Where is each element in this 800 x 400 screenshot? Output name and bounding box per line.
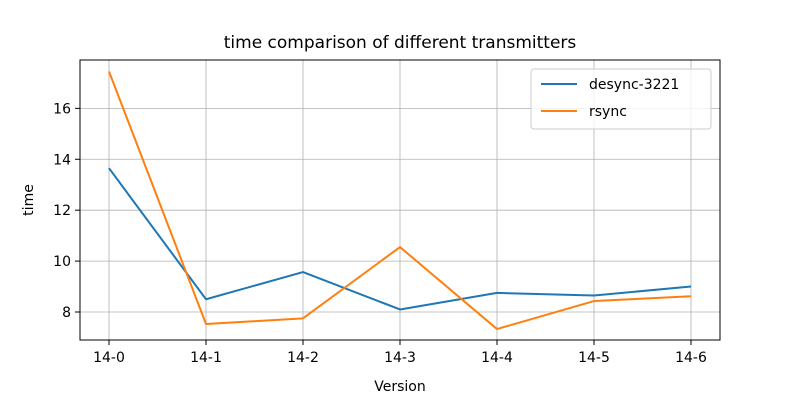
x-tick-label: 14-2: [287, 350, 319, 366]
series-line-rsync: [108, 71, 692, 331]
y-tick-label: 16: [53, 101, 71, 117]
y-tick-label: 14: [53, 152, 71, 168]
x-tick-label: 14-4: [481, 350, 513, 366]
legend: desync-3221 rsync: [530, 68, 712, 130]
y-tick-label: 12: [53, 203, 71, 219]
x-tick-label: 14-5: [578, 350, 610, 366]
legend-label: desync-3221: [589, 77, 679, 93]
y-tick-label: 10: [53, 254, 71, 270]
axis-ticks: 14-0 14-1 14-2 14-3 14-4 14-5 14-6 8 10 12 14 16: [53, 101, 707, 366]
y-axis-title: time: [21, 184, 37, 216]
x-axis-title: Version: [374, 379, 425, 395]
chart-title: time comparison of different transmitter…: [224, 33, 577, 53]
y-tick-label: 8: [62, 305, 71, 321]
x-tick-label: 14-3: [384, 350, 416, 366]
x-tick-label: 14-6: [675, 350, 707, 366]
legend-label: rsync: [589, 104, 627, 120]
x-tick-label: 14-1: [190, 350, 222, 366]
series-lines: [108, 71, 692, 331]
x-tick-label: 14-0: [93, 350, 125, 366]
series-line-desync-3221: [108, 167, 692, 311]
